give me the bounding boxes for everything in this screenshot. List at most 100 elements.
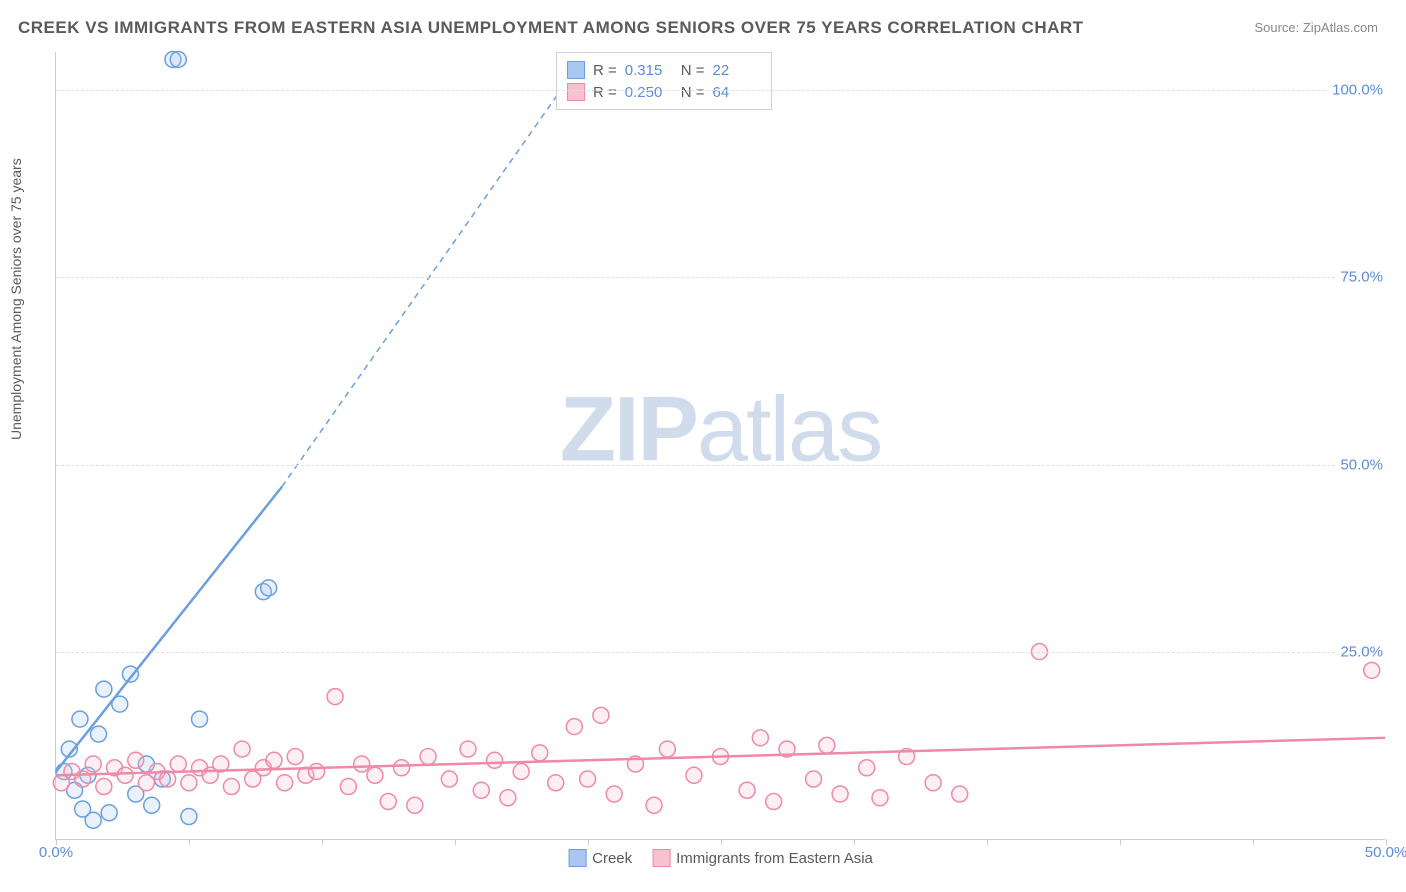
data-point	[181, 809, 197, 825]
data-point	[91, 726, 107, 742]
data-point	[872, 790, 888, 806]
series-legend: Creek Immigrants from Eastern Asia	[568, 849, 873, 867]
data-point	[646, 797, 662, 813]
data-point	[101, 805, 117, 821]
chart-title: CREEK VS IMMIGRANTS FROM EASTERN ASIA UN…	[18, 18, 1084, 38]
data-point	[925, 775, 941, 791]
data-point	[72, 711, 88, 727]
y-tick-label: 100.0%	[1328, 81, 1387, 98]
data-point	[441, 771, 457, 787]
gridline	[56, 652, 1385, 653]
data-point	[144, 797, 160, 813]
data-point	[96, 779, 112, 795]
y-axis-label: Unemployment Among Seniors over 75 years	[8, 158, 24, 440]
data-point	[686, 767, 702, 783]
data-point	[420, 749, 436, 765]
chart-canvas	[56, 52, 1385, 839]
data-point	[487, 752, 503, 768]
data-point	[380, 794, 396, 810]
data-point	[223, 779, 239, 795]
series-legend-item: Creek	[568, 849, 632, 867]
legend-swatch	[567, 83, 585, 101]
data-point	[548, 775, 564, 791]
data-point	[170, 756, 186, 772]
y-tick-label: 75.0%	[1336, 269, 1387, 286]
data-point	[460, 741, 476, 757]
series-legend-label: Creek	[592, 850, 632, 867]
y-tick-label: 25.0%	[1336, 644, 1387, 661]
x-tick-mark	[721, 839, 722, 845]
gridline	[56, 465, 1385, 466]
trend-line	[56, 487, 282, 772]
y-tick-label: 50.0%	[1336, 456, 1387, 473]
data-point	[354, 756, 370, 772]
data-point	[261, 580, 277, 596]
legend-swatch	[652, 849, 670, 867]
data-point	[266, 752, 282, 768]
x-tick-mark	[588, 839, 589, 845]
data-point	[766, 794, 782, 810]
data-point	[593, 707, 609, 723]
data-point	[234, 741, 250, 757]
data-point	[128, 752, 144, 768]
x-tick-mark	[1253, 839, 1254, 845]
legend-stats-row: R =0.315N =22	[567, 59, 761, 81]
x-tick-label: 0.0%	[39, 844, 73, 861]
data-point	[832, 786, 848, 802]
data-point	[500, 790, 516, 806]
x-tick-mark	[1120, 839, 1121, 845]
data-point	[566, 719, 582, 735]
data-point	[192, 711, 208, 727]
data-point	[170, 52, 186, 68]
data-point	[806, 771, 822, 787]
legend-swatch	[567, 61, 585, 79]
data-point	[340, 779, 356, 795]
data-point	[308, 764, 324, 780]
data-point	[859, 760, 875, 776]
trend-line-extrapolated	[282, 52, 588, 487]
data-point	[952, 786, 968, 802]
data-point	[752, 730, 768, 746]
data-point	[606, 786, 622, 802]
data-point	[277, 775, 293, 791]
plot-area: ZIPatlas R =0.315N =22R =0.250N =64 Cree…	[55, 52, 1385, 840]
series-legend-item: Immigrants from Eastern Asia	[652, 849, 873, 867]
data-point	[473, 782, 489, 798]
x-tick-mark	[987, 839, 988, 845]
data-point	[407, 797, 423, 813]
x-tick-mark	[322, 839, 323, 845]
data-point	[327, 689, 343, 705]
legend-swatch	[568, 849, 586, 867]
gridline	[56, 90, 1385, 91]
data-point	[1364, 662, 1380, 678]
n-label: N =	[681, 84, 705, 101]
x-tick-label: 50.0%	[1365, 844, 1406, 861]
x-tick-mark	[189, 839, 190, 845]
correlation-legend: R = 0.315 N = 22 R = 0.250 N = 64	[556, 52, 772, 110]
n-value: 22	[713, 62, 761, 79]
data-point	[96, 681, 112, 697]
r-value: 0.250	[625, 84, 673, 101]
x-tick-mark	[854, 839, 855, 845]
data-point	[513, 764, 529, 780]
data-point	[580, 771, 596, 787]
data-point	[117, 767, 133, 783]
gridline	[56, 277, 1385, 278]
series-legend-label: Immigrants from Eastern Asia	[676, 850, 873, 867]
data-point	[85, 812, 101, 828]
data-point	[659, 741, 675, 757]
r-value: 0.315	[625, 62, 673, 79]
legend-stats-row: R = 0.250 N = 64	[567, 81, 761, 103]
data-point	[85, 756, 101, 772]
data-point	[181, 775, 197, 791]
trend-line	[56, 738, 1385, 775]
source-attribution: Source: ZipAtlas.com	[1254, 20, 1378, 35]
data-point	[739, 782, 755, 798]
data-point	[287, 749, 303, 765]
n-value: 64	[713, 84, 761, 101]
x-tick-mark	[455, 839, 456, 845]
data-point	[532, 745, 548, 761]
data-point	[367, 767, 383, 783]
n-label: N =	[681, 62, 705, 79]
r-label: R =	[593, 84, 617, 101]
